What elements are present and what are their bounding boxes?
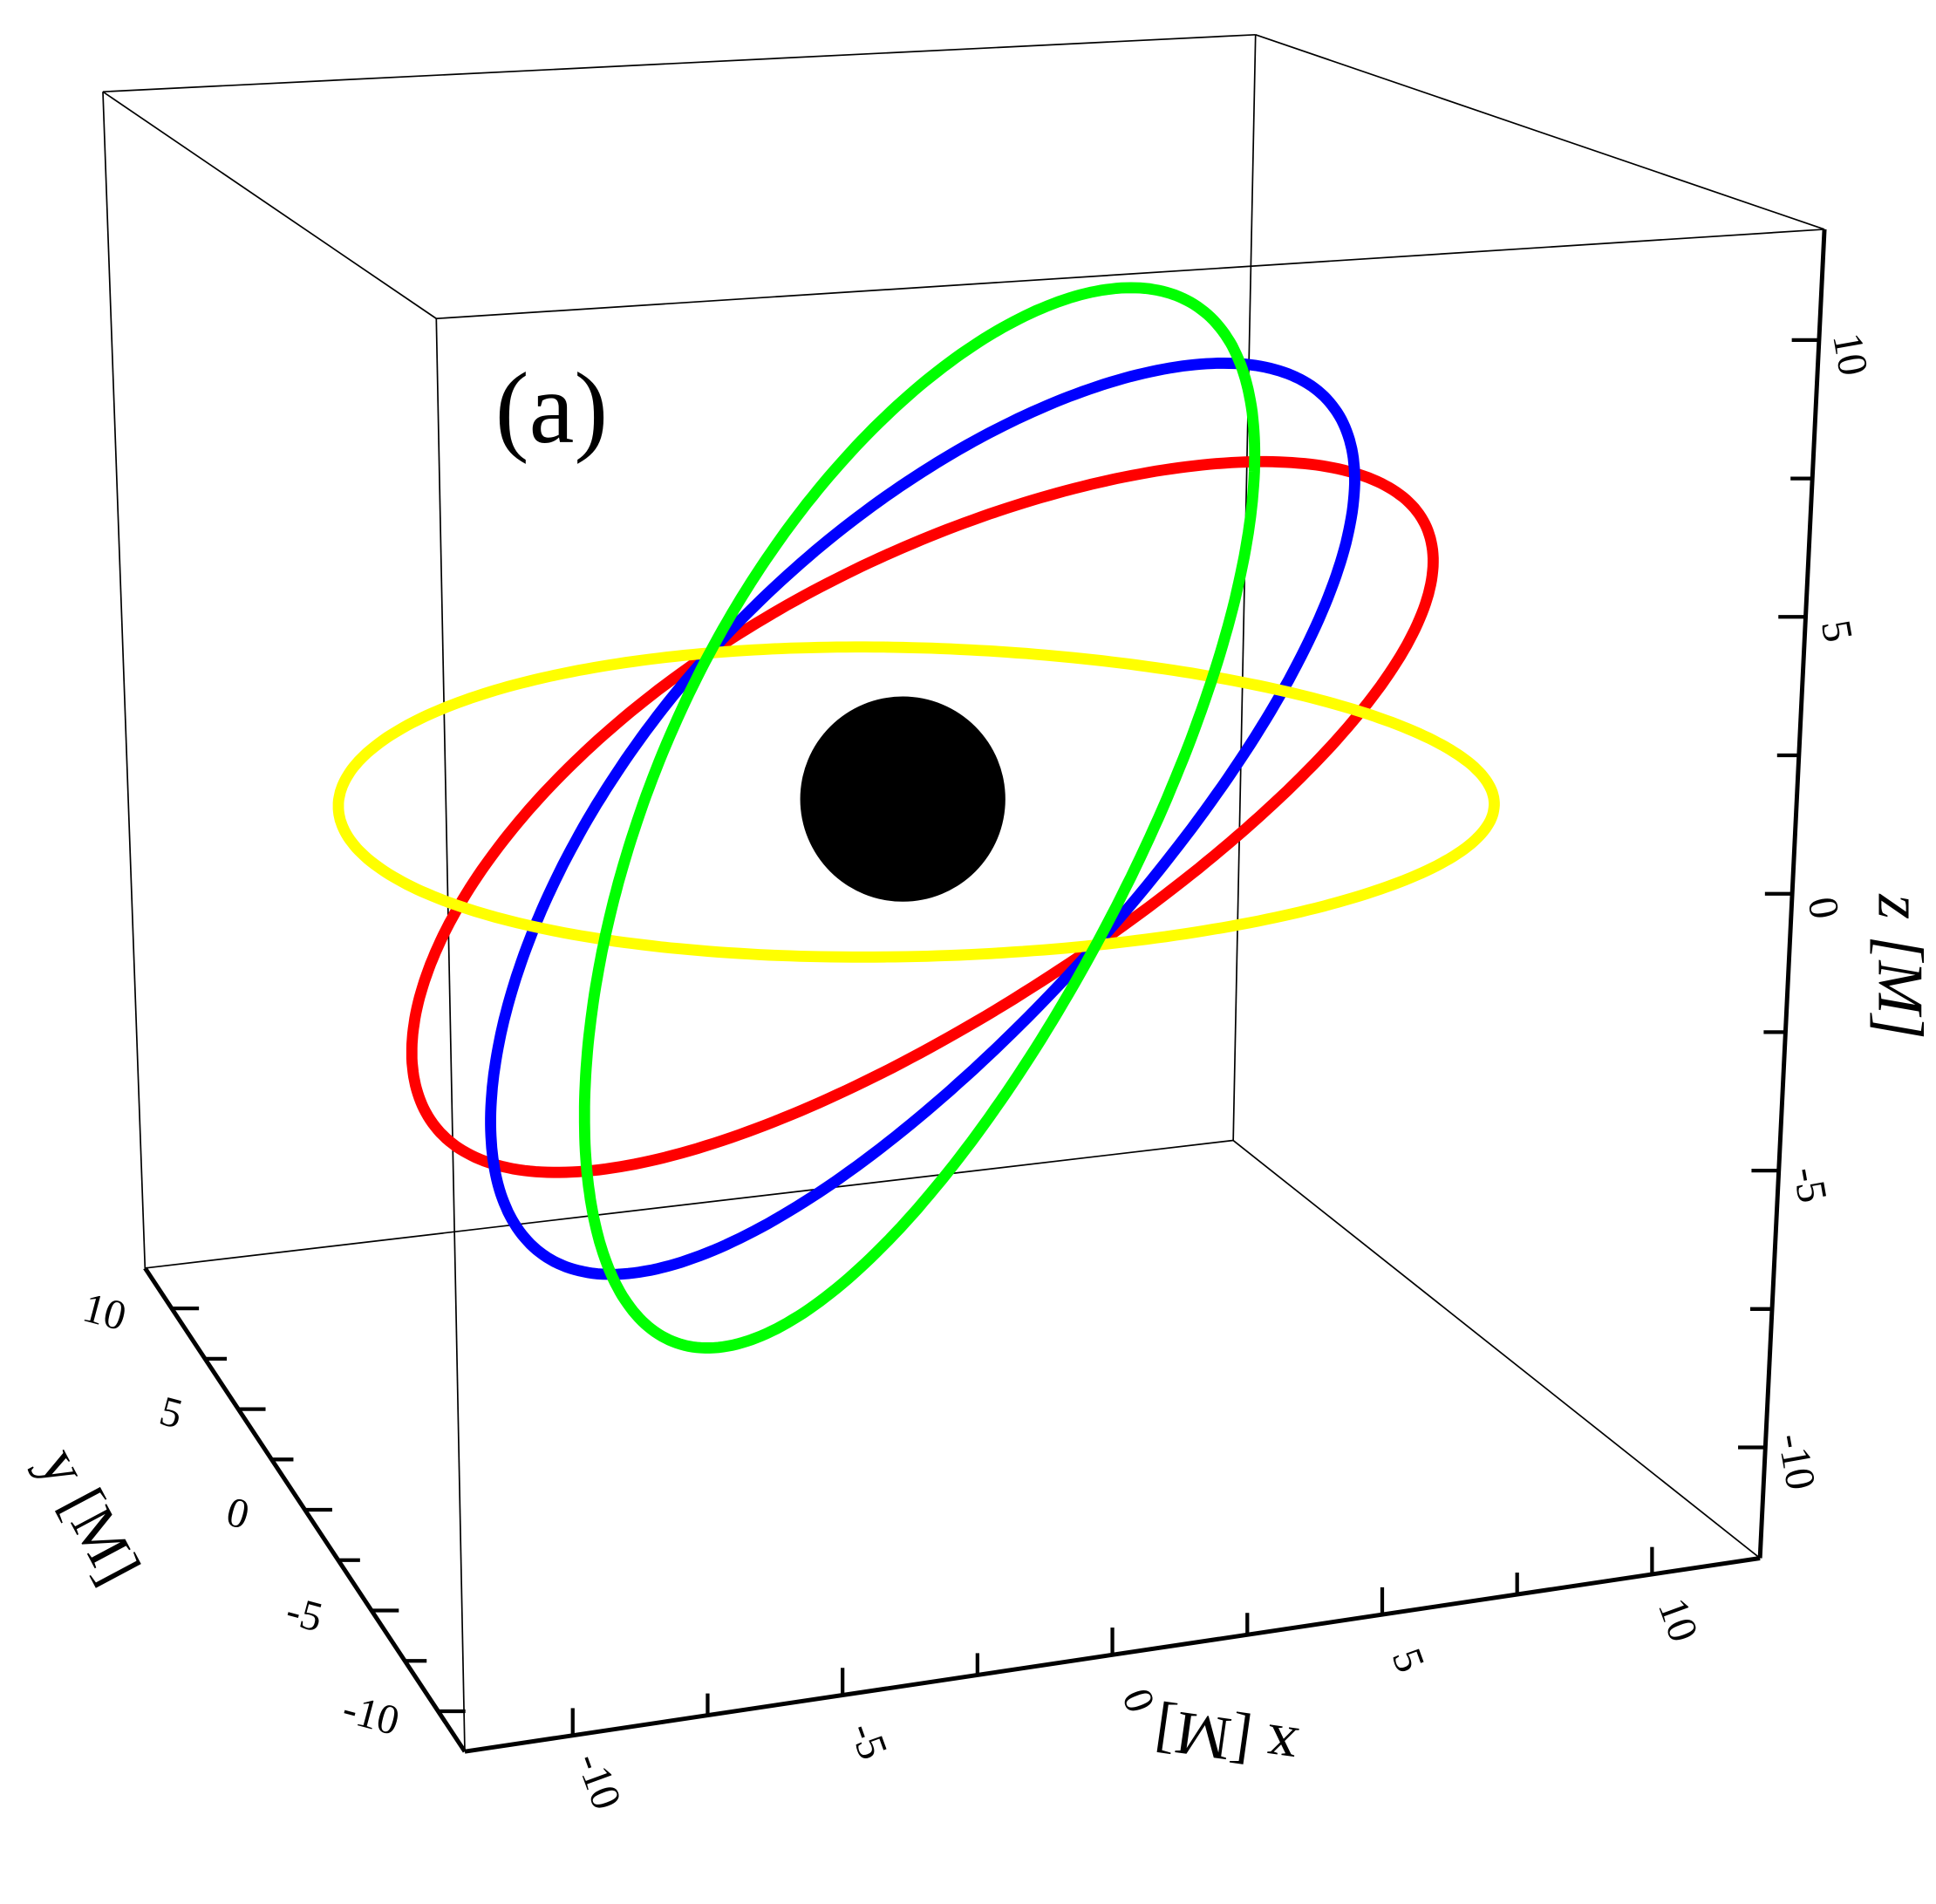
y-tick-label: -5 bbox=[282, 1587, 328, 1641]
box-edge bbox=[102, 92, 147, 1268]
orbit bbox=[578, 282, 1261, 1354]
y-tick-label: 0 bbox=[222, 1489, 254, 1539]
y-axis-title: y [M] bbox=[26, 1437, 153, 1594]
x-tick-label: 10 bbox=[1649, 1593, 1707, 1648]
z-axis-title: z [M] bbox=[1865, 893, 1936, 1039]
x-tick-label: -5 bbox=[841, 1716, 896, 1765]
box-edge bbox=[102, 91, 437, 319]
y-tick-label: -10 bbox=[337, 1685, 404, 1744]
box-edge bbox=[436, 229, 1825, 320]
z-tick-label: -5 bbox=[1784, 1164, 1836, 1206]
z-tick-label: 0 bbox=[1799, 893, 1848, 922]
orbit bbox=[332, 641, 1500, 963]
x-axis-title: x [M] bbox=[1151, 1695, 1302, 1782]
z-tick-label: 10 bbox=[1824, 330, 1877, 379]
x-tick-label: -10 bbox=[568, 1747, 631, 1816]
z-tick-label: 5 bbox=[1812, 617, 1861, 645]
box-edge bbox=[145, 1139, 1234, 1269]
x-tick-label: 5 bbox=[1383, 1642, 1434, 1678]
orbit bbox=[406, 455, 1439, 1178]
box-edge bbox=[102, 33, 1256, 93]
z-tick-label: -10 bbox=[1769, 1430, 1824, 1493]
y-tick-label: 5 bbox=[155, 1388, 187, 1437]
panel-label: (a) bbox=[495, 352, 608, 465]
box-edge bbox=[1232, 34, 1257, 1141]
box-edge bbox=[1255, 33, 1825, 230]
box-edge bbox=[1232, 1139, 1761, 1559]
x-tick-label: 0 bbox=[1113, 1682, 1163, 1718]
horizon bbox=[800, 696, 1005, 902]
box-edge bbox=[435, 318, 466, 1752]
y-tick-label: 10 bbox=[78, 1285, 131, 1341]
